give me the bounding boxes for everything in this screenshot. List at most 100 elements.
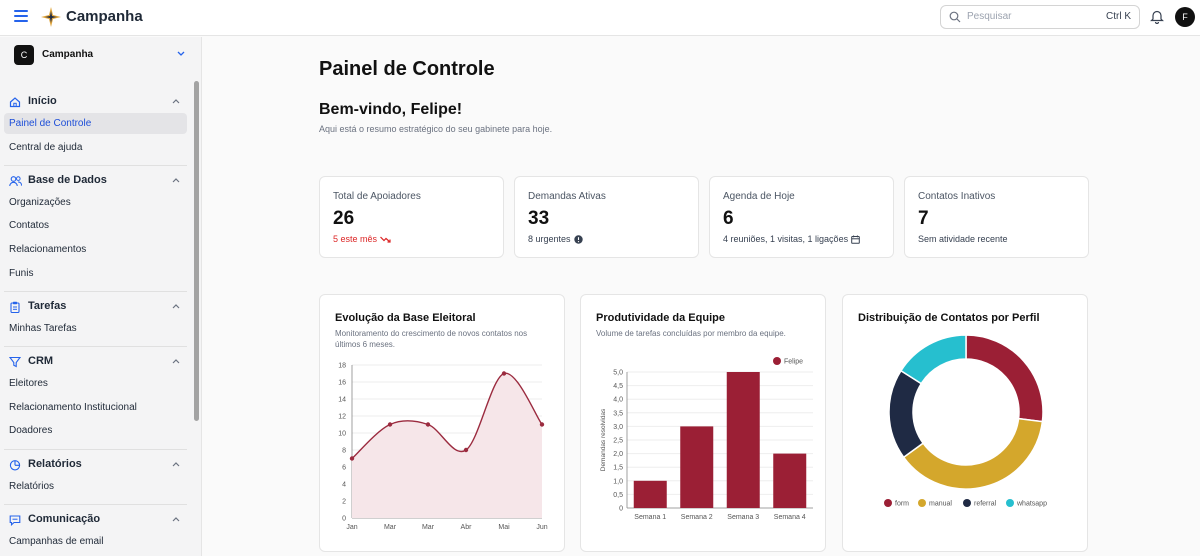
stat-card-inativos: Contatos Inativos 7 Sem atividade recent…	[904, 176, 1089, 258]
data-point	[539, 422, 545, 427]
divider	[4, 346, 187, 347]
legend-swatch	[773, 357, 781, 365]
sidebar-item-relacionamento-institucional[interactable]: Relacionamento Institucional	[9, 402, 137, 413]
donut-chart: form manual referral whatsapp	[884, 334, 1047, 508]
menu-icon[interactable]	[14, 10, 28, 24]
stat-note-text: 4 reuniões, 1 visitas, 1 ligações	[723, 234, 849, 244]
sidebar-item-contatos[interactable]: Contatos	[9, 220, 50, 231]
sidebar-item-funis[interactable]: Funis	[9, 268, 34, 279]
chevron-down-icon	[177, 51, 185, 56]
bell-icon[interactable]	[1150, 9, 1164, 24]
sidebar-item-eleitores[interactable]: Eleitores	[9, 378, 48, 389]
sidebar-item-relatorios[interactable]: Relatórios	[9, 481, 55, 492]
divider	[4, 449, 187, 450]
legend-label: referral	[974, 501, 997, 508]
pie-slice	[899, 334, 967, 385]
y-tick-label: 14	[338, 397, 346, 404]
alert-icon	[573, 235, 583, 244]
pie-slice	[902, 417, 1044, 490]
section-base-dados[interactable]: Base de Dados	[9, 173, 185, 189]
area-chart: 0 2 4 6 8 10 12 14 16 18 Jan Mar Mar Abr Mai Jun	[338, 363, 548, 532]
section-title: Tarefas	[28, 300, 67, 312]
divider	[4, 504, 187, 505]
search-placeholder: Pesquisar	[967, 11, 1012, 22]
card-title: Evolução da Base Eleitoral	[335, 312, 476, 324]
x-tick-label: Mai	[498, 524, 510, 531]
section-title: Início	[28, 95, 57, 107]
x-tick-label: Semana 1	[634, 514, 666, 521]
search-shortcut: Ctrl K	[1106, 11, 1131, 22]
y-tick-label: 0	[619, 506, 623, 513]
y-tick-label: 4,0	[613, 397, 623, 404]
y-tick-label: 5,0	[613, 370, 623, 377]
x-tick-label: Abr	[461, 524, 473, 531]
y-tick-label: 16	[338, 380, 346, 387]
sidebar-item-minhas-tarefas[interactable]: Minhas Tarefas	[9, 323, 77, 334]
top-bar: Campanha Pesquisar Ctrl K F	[0, 0, 1200, 36]
stat-label: Agenda de Hoje	[723, 191, 795, 202]
sidebar-scrollbar[interactable]	[194, 81, 199, 421]
y-tick-label: 6	[342, 465, 346, 472]
avatar[interactable]: F	[1175, 7, 1195, 27]
section-comunicacao[interactable]: Comunicação	[9, 512, 185, 528]
stat-note: 4 reuniões, 1 visitas, 1 ligações	[723, 234, 860, 244]
search-icon	[949, 11, 961, 23]
section-tarefas[interactable]: Tarefas	[9, 299, 185, 315]
section-crm[interactable]: CRM	[9, 354, 185, 370]
bar	[633, 480, 667, 508]
chevron-up-icon	[172, 517, 180, 522]
section-title: Base de Dados	[28, 174, 107, 186]
filter-icon	[9, 356, 21, 368]
section-inicio[interactable]: Início	[9, 94, 185, 110]
search-box[interactable]: Pesquisar Ctrl K	[940, 5, 1140, 29]
chevron-up-icon	[172, 178, 180, 183]
legend-swatch	[918, 499, 926, 507]
sidebar-item-campanhas-email[interactable]: Campanhas de email	[9, 536, 104, 547]
workspace-badge: C	[14, 45, 34, 65]
x-tick-label: Jan	[346, 524, 357, 531]
legend-label: form	[895, 501, 909, 508]
section-title: Relatórios	[28, 458, 82, 470]
stat-note: 8 urgentes	[528, 234, 583, 244]
card-title: Distribuição de Contatos por Perfil	[858, 312, 1040, 324]
card-produtividade: Produtividade da Equipe Volume de tarefa…	[580, 294, 826, 552]
y-tick-label: 18	[338, 363, 346, 370]
trending-down-icon	[380, 236, 391, 243]
sidebar-item-doadores[interactable]: Doadores	[9, 425, 53, 436]
bar	[680, 426, 714, 508]
page-title: Painel de Controle	[319, 58, 495, 80]
stat-label: Contatos Inativos	[918, 191, 996, 202]
y-tick-label: 8	[342, 448, 346, 455]
stat-card-agenda: Agenda de Hoje 6 4 reuniões, 1 visitas, …	[709, 176, 894, 258]
chevron-up-icon	[172, 99, 180, 104]
x-tick-label: Jun	[536, 524, 547, 531]
stat-value: 7	[918, 208, 929, 229]
sidebar-item-central-ajuda[interactable]: Central de ajuda	[9, 142, 83, 153]
section-relatorios[interactable]: Relatórios	[9, 457, 185, 473]
data-point	[387, 422, 393, 427]
bar	[773, 453, 807, 508]
logo-icon	[41, 7, 61, 27]
chevron-up-icon	[172, 304, 180, 309]
y-tick-label: 1,5	[613, 465, 623, 472]
y-tick-label: 4,5	[613, 383, 623, 390]
divider	[4, 291, 187, 292]
legend-label: Felipe	[784, 359, 803, 366]
workspace-name: Campanha	[42, 49, 94, 60]
pie-slice	[888, 369, 925, 459]
sidebar-item-painel[interactable]: Painel de Controle	[4, 113, 187, 134]
y-tick-label: 3,0	[613, 424, 623, 431]
sidebar-item-organizacoes[interactable]: Organizações	[9, 197, 71, 208]
calendar-icon	[851, 235, 860, 244]
card-evolucao: Evolução da Base Eleitoral Monitoramento…	[319, 294, 565, 552]
x-tick-label: Semana 3	[727, 514, 759, 521]
workspace-switcher[interactable]: C Campanha	[14, 45, 190, 65]
welcome-subtitle: Aqui está o resumo estratégico do seu ga…	[319, 124, 553, 134]
y-tick-label: 4	[342, 482, 346, 489]
stat-note-text: 5 este mês	[333, 234, 378, 244]
stat-card-apoiadores: Total de Apoiadores 26 5 este mês	[319, 176, 504, 258]
stat-value: 33	[528, 208, 550, 229]
sidebar-item-relacionamentos[interactable]: Relacionamentos	[9, 244, 87, 255]
x-tick-label: Semana 4	[774, 514, 806, 521]
y-tick-label: 0,5	[613, 492, 623, 499]
